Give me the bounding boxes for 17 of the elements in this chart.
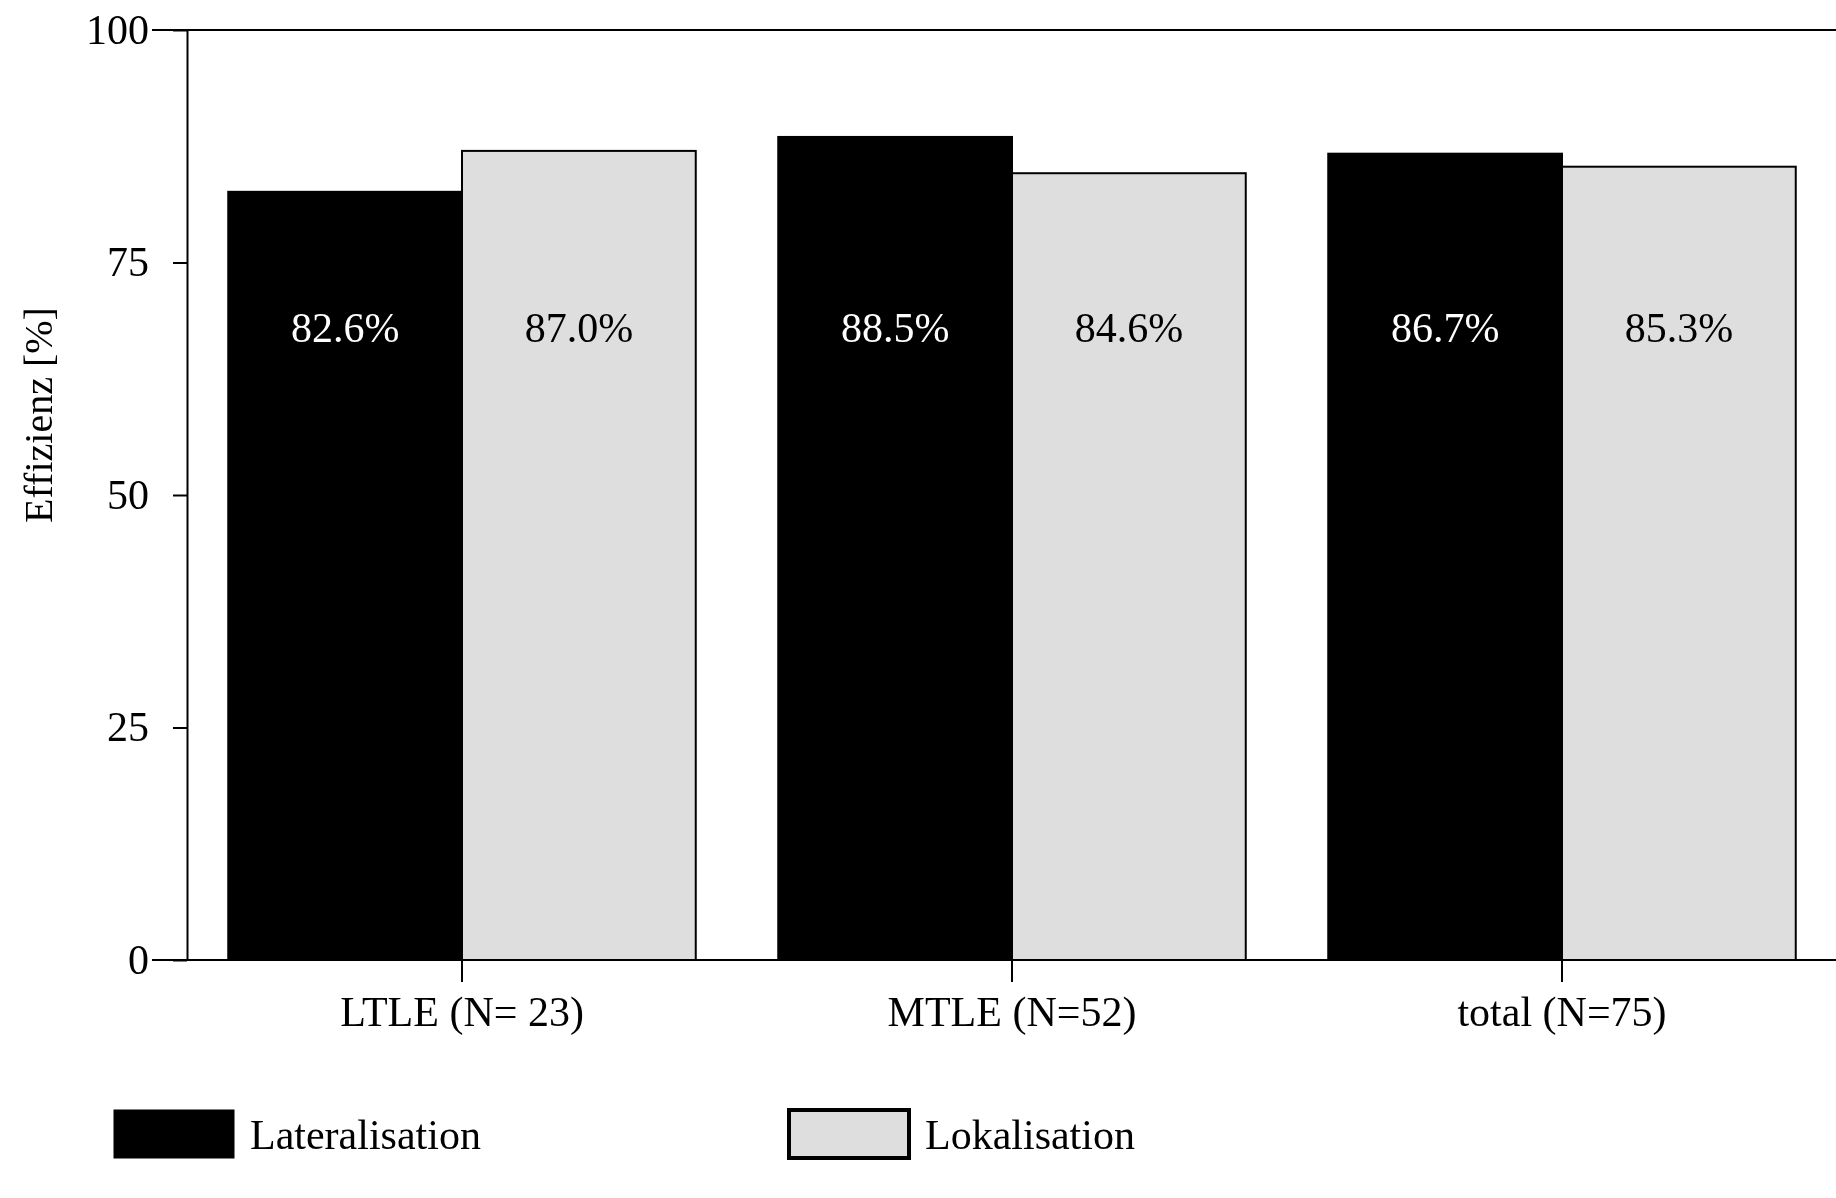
y-tick-label: 0 xyxy=(128,936,149,983)
x-tick-label: total (N=75) xyxy=(1457,988,1667,1036)
data-label: 88.5% xyxy=(840,304,950,351)
legend-label: Lokalisation xyxy=(925,1112,1135,1158)
data-label: 85.3% xyxy=(1624,304,1734,351)
y-tick-label: 50 xyxy=(107,471,149,518)
data-label: 82.6% xyxy=(290,304,400,351)
x-tick-label: LTLE (N= 23) xyxy=(340,988,584,1036)
legend-label: Lateralisation xyxy=(250,1112,481,1158)
data-label: 86.7% xyxy=(1390,304,1500,351)
data-label: 84.6% xyxy=(1074,304,1184,351)
x-tick-label: MTLE (N=52) xyxy=(887,988,1137,1036)
y-axis-title: Effizienz [%] xyxy=(16,307,61,523)
y-tick-label: 25 xyxy=(107,704,149,751)
data-label: 87.0% xyxy=(524,304,634,351)
y-tick-label: 100 xyxy=(86,6,149,53)
y-tick-label: 75 xyxy=(107,239,149,286)
